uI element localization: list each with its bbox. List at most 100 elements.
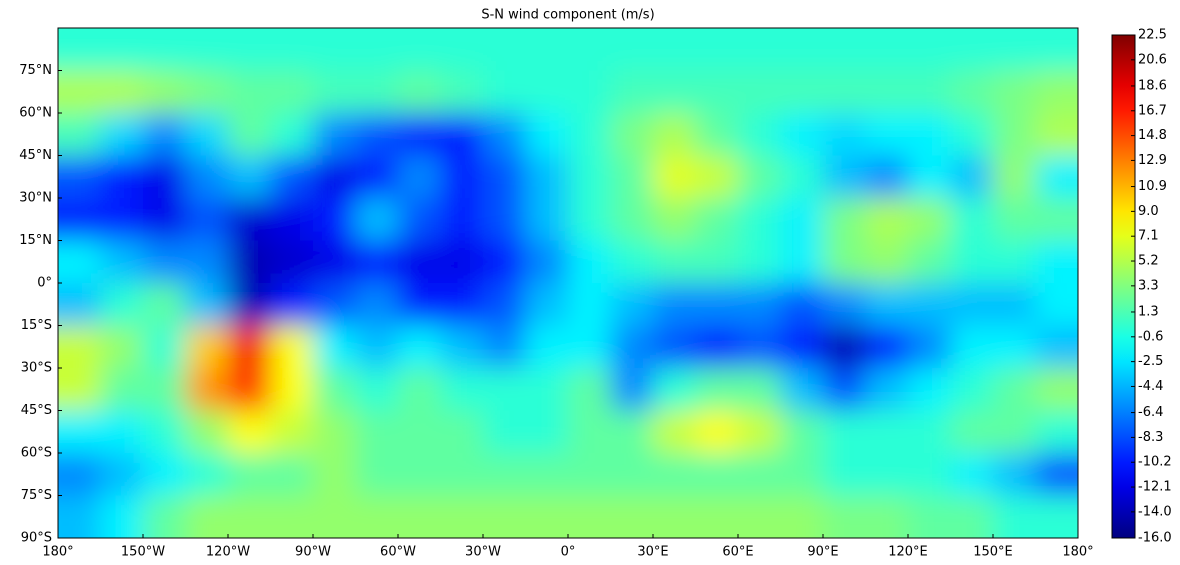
field-cell bbox=[568, 198, 611, 241]
field-cell bbox=[695, 495, 739, 538]
colorbar-tick-label: 18.6 bbox=[1138, 78, 1167, 93]
field-cell bbox=[228, 410, 271, 454]
field-cell bbox=[228, 368, 271, 411]
field-cell bbox=[993, 453, 1036, 496]
field-cell bbox=[143, 368, 186, 411]
field-cell bbox=[355, 198, 399, 241]
field-cell bbox=[313, 283, 356, 326]
field-cell bbox=[610, 198, 654, 241]
field-cell bbox=[58, 453, 101, 496]
field-cell bbox=[143, 495, 186, 538]
field-cell bbox=[865, 325, 909, 369]
field-cell bbox=[143, 28, 186, 71]
field-cell bbox=[823, 453, 866, 496]
colorbar-tick-label: -12.1 bbox=[1138, 480, 1172, 495]
field-cell bbox=[568, 155, 611, 199]
field-cell bbox=[1035, 240, 1078, 284]
field-cell bbox=[355, 283, 399, 326]
colorbar-tick-label: -2.5 bbox=[1138, 354, 1163, 369]
field-cell bbox=[313, 70, 356, 114]
field-cell bbox=[398, 155, 441, 199]
field-cell bbox=[270, 325, 314, 369]
field-cell bbox=[228, 70, 271, 114]
field-cell bbox=[908, 495, 951, 538]
field-cell bbox=[100, 113, 144, 156]
x-tick-label: 180° bbox=[42, 545, 73, 560]
field-cell bbox=[950, 410, 994, 454]
field-cell bbox=[355, 495, 399, 538]
field-cell bbox=[313, 113, 356, 156]
field-cell bbox=[695, 283, 739, 326]
field-cell bbox=[440, 453, 484, 496]
field-cell bbox=[993, 368, 1036, 411]
field-cell bbox=[270, 113, 314, 156]
field-cell bbox=[143, 113, 186, 156]
field-cell bbox=[950, 155, 994, 199]
field-cell bbox=[695, 70, 739, 114]
x-tick-label: 120°W bbox=[206, 545, 250, 560]
x-tick-label: 0° bbox=[561, 545, 576, 560]
field-cell bbox=[653, 198, 696, 241]
colorbar-tick-label: -4.4 bbox=[1138, 379, 1163, 394]
field-cell bbox=[738, 240, 781, 284]
field-cell bbox=[185, 410, 229, 454]
field-cell bbox=[143, 453, 186, 496]
field-cell bbox=[440, 198, 484, 241]
field-cell bbox=[610, 70, 654, 114]
field-cell bbox=[865, 198, 909, 241]
field-cell bbox=[865, 283, 909, 326]
field-cell bbox=[185, 368, 229, 411]
field-cell bbox=[483, 240, 526, 284]
field-cell bbox=[228, 198, 271, 241]
y-tick-label: 15°N bbox=[19, 233, 52, 248]
field-cell bbox=[355, 368, 399, 411]
field-cell bbox=[270, 410, 314, 454]
field-cell bbox=[865, 410, 909, 454]
field-cell bbox=[823, 283, 866, 326]
field-cell bbox=[695, 155, 739, 199]
field-cell bbox=[653, 325, 696, 369]
field-cell bbox=[313, 495, 356, 538]
field-cell bbox=[780, 113, 824, 156]
field-cell bbox=[653, 70, 696, 114]
field-cell bbox=[355, 70, 399, 114]
y-tick-label: 90°S bbox=[21, 531, 52, 546]
field-cell bbox=[568, 113, 611, 156]
field-cell bbox=[398, 495, 441, 538]
field-cell bbox=[355, 410, 399, 454]
colorbar-tick-label: 3.3 bbox=[1138, 278, 1159, 293]
field-cell bbox=[610, 495, 654, 538]
field-cell bbox=[908, 113, 951, 156]
field-cell bbox=[865, 113, 909, 156]
field-cell bbox=[440, 410, 484, 454]
field-cell bbox=[483, 368, 526, 411]
colorbar-tick-label: -16.0 bbox=[1138, 531, 1172, 546]
field-cell bbox=[1035, 368, 1078, 411]
field-cell bbox=[950, 368, 994, 411]
field-cell bbox=[823, 410, 866, 454]
field-cell bbox=[738, 325, 781, 369]
field-cell bbox=[568, 70, 611, 114]
field-cell bbox=[483, 410, 526, 454]
colorbar-tick-label: -14.0 bbox=[1138, 504, 1172, 519]
field-cell bbox=[58, 28, 101, 71]
field-cell bbox=[525, 198, 569, 241]
field-cell bbox=[780, 283, 824, 326]
field-cell bbox=[525, 70, 569, 114]
field-cell bbox=[993, 113, 1036, 156]
x-tick-label: 60°E bbox=[722, 545, 753, 560]
colorbar-tick-label: 22.5 bbox=[1138, 28, 1167, 43]
field-cell bbox=[313, 198, 356, 241]
y-tick-label: 45°S bbox=[21, 403, 52, 418]
field-cell bbox=[780, 70, 824, 114]
field-cell bbox=[270, 198, 314, 241]
x-tick-label: 90°W bbox=[295, 545, 331, 560]
field-cell bbox=[313, 410, 356, 454]
field-cell bbox=[143, 283, 186, 326]
field-cell bbox=[695, 240, 739, 284]
field-cell bbox=[100, 28, 144, 71]
field-cell bbox=[228, 495, 271, 538]
field-cell bbox=[270, 495, 314, 538]
field-cell bbox=[653, 495, 696, 538]
